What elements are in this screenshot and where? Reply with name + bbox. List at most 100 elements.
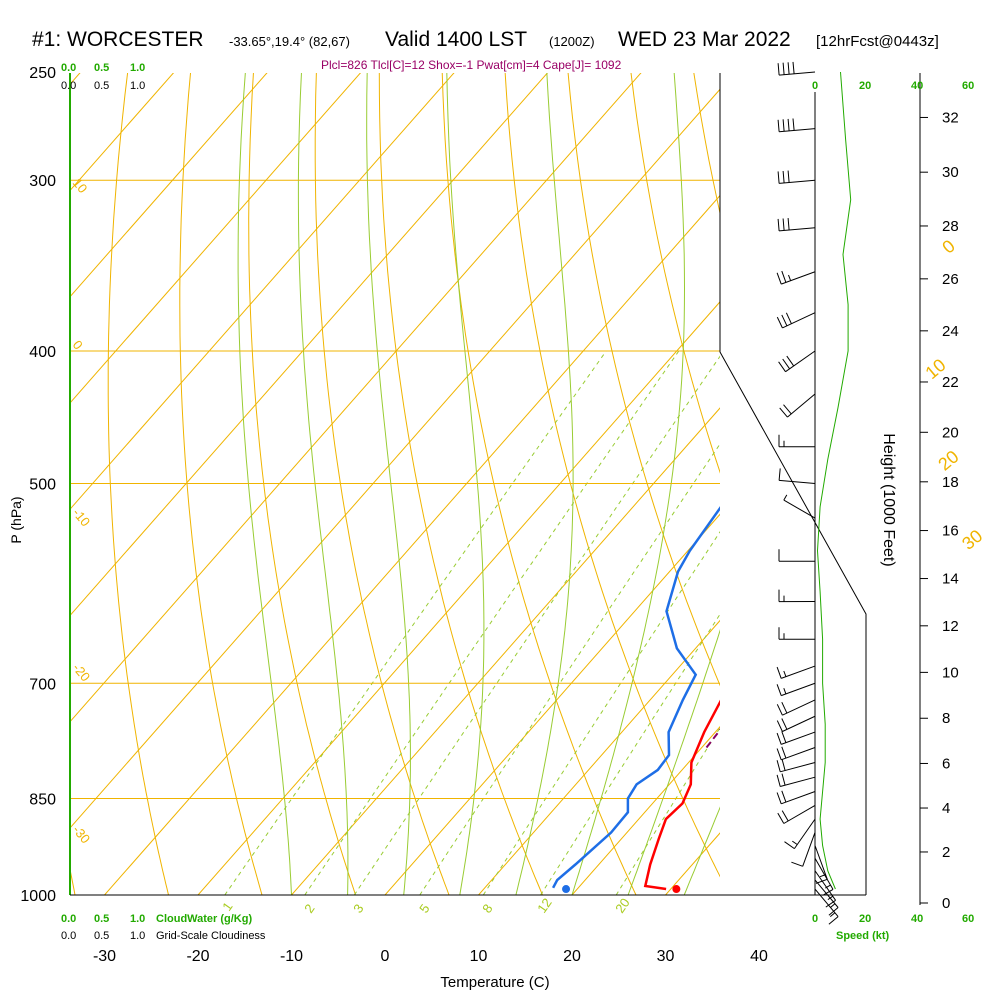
dry-adiabat-line	[567, 73, 720, 687]
wind-barb-half-flag	[829, 903, 836, 908]
cloud-scale-gs-1: 0.5	[94, 80, 109, 92]
temperature-tick-label: -20	[186, 948, 209, 965]
wind-barb	[781, 731, 816, 745]
wind-barb-flag	[785, 312, 792, 324]
mixing-ratio-label: 8	[479, 901, 495, 916]
moist-adiabat-line	[366, 73, 411, 896]
wind-barb	[814, 879, 839, 908]
cloud-scale-gs-0: 0.0	[61, 80, 76, 92]
moist-adiabat-line	[515, 73, 574, 896]
dry-adiabat-line	[441, 73, 637, 896]
height-tick-label: 14	[942, 571, 959, 588]
height-tick-label: 22	[942, 374, 959, 391]
height-tick-label: 26	[942, 271, 959, 288]
height-axis-title: Height (1000 Feet)	[880, 433, 897, 566]
moist-adiabat-line	[571, 73, 686, 896]
isotherm-line	[478, 619, 720, 896]
wind-barb	[780, 776, 816, 787]
height-tick-label: 28	[942, 218, 959, 235]
wind-barb-flag	[776, 720, 783, 732]
wind-barb-flag	[776, 792, 782, 804]
height-tick-label: 0	[942, 895, 950, 912]
stability-indices: Plcl=826 Tlcl[C]=12 Shox=-1 Pwat[cm]=4 C…	[321, 58, 622, 72]
wind-barb-flag	[776, 732, 782, 745]
dry-adiabat-line	[248, 73, 356, 896]
cloud-scale-cw-bottom-2: 1.0	[130, 913, 145, 925]
speed-axis-title: Speed (kt)	[836, 930, 890, 942]
wind-scale-top-1: 20	[859, 80, 871, 92]
wind-barb	[782, 699, 816, 716]
wind-barb-flag	[783, 404, 792, 415]
wind-barb-flag	[825, 899, 836, 908]
dry-adiabat-line	[0, 72, 2, 895]
wind-barb-flag	[779, 407, 788, 418]
wind-barb-half-flag	[788, 274, 792, 281]
wind-scale-bottom-1: 20	[859, 913, 871, 925]
dry-adiabat-label: 0	[70, 337, 86, 352]
dry-adiabat-line	[107, 73, 169, 896]
wind-barb-flag	[781, 773, 786, 786]
temperature-tick-label: -10	[280, 948, 303, 965]
wind-barb-flag	[781, 731, 787, 743]
wind-barb-half-flag	[829, 912, 836, 917]
pressure-tick-label: 300	[29, 173, 56, 190]
temperature-trace	[643, 699, 720, 891]
height-tick-label: 24	[942, 323, 959, 340]
wind-barb-flag	[791, 861, 803, 867]
wind-barb	[779, 71, 816, 76]
wind-scale-top-0: 0	[812, 80, 818, 92]
pressure-tick-label: 850	[29, 792, 56, 809]
wind-barb-flag	[787, 118, 790, 131]
pressure-tick-label: 700	[29, 676, 56, 693]
isotherm-label: 0	[938, 236, 959, 258]
wind-barb-flag	[781, 746, 787, 759]
wind-barb	[787, 393, 816, 418]
wind-barb-flag	[792, 118, 795, 131]
wind-barb	[780, 762, 816, 773]
mixing-ratio-label: 1	[219, 899, 235, 914]
wind-barb	[781, 747, 816, 761]
isotherm-line	[759, 72, 1000, 895]
dry-adiabat-line	[820, 72, 1000, 895]
dry-adiabat-line	[504, 73, 720, 878]
wind-barb-flag	[781, 701, 788, 714]
wind-barb-flag	[777, 119, 780, 132]
moist-adiabat-line	[740, 72, 1000, 895]
wind-speed-trace	[816, 71, 852, 890]
wind-barb-flag	[778, 361, 786, 372]
forecast-run: [12hrFcst@0443z]	[816, 33, 939, 50]
height-tick-label: 8	[942, 710, 950, 727]
wind-barb-flag	[777, 171, 780, 184]
wind-scale-top-2: 40	[911, 80, 923, 92]
wind-barb	[781, 271, 816, 285]
x-axis-title: Temperature (C)	[440, 974, 549, 991]
cloud-scale-gs-bottom-2: 1.0	[130, 930, 145, 942]
wind-barb-flag	[776, 760, 781, 772]
temperature-tick-label: 30	[657, 948, 675, 965]
height-tick-label: 20	[942, 424, 959, 441]
wind-barb-flag	[777, 63, 780, 76]
wind-barb	[783, 805, 816, 824]
wind-barb-flag	[778, 468, 781, 481]
mixing-ratio-label: 5	[416, 901, 432, 916]
mixing-ratio-line	[304, 350, 680, 896]
dry-adiabat-label: -20	[70, 660, 94, 684]
plot-boundary	[719, 73, 867, 895]
wind-barb-flag	[782, 62, 785, 75]
wind-scale-bottom-2: 40	[911, 913, 923, 925]
wind-barb	[814, 870, 837, 901]
wind-barb-half-flag	[783, 688, 787, 695]
wind-barb-flag	[776, 666, 782, 679]
dewpoint-trace	[551, 506, 720, 889]
wind-barb-flag	[787, 218, 790, 231]
temperature-tick-label: 20	[563, 948, 581, 965]
cloud-scale-gs-2: 1.0	[130, 80, 145, 92]
dry-adiabat-line	[630, 73, 720, 474]
mixing-ratio-label: 20	[612, 895, 633, 915]
moist-adiabat-line	[237, 73, 292, 896]
height-tick-label: 32	[942, 109, 959, 126]
station-coords: -33.65°,19.4° (82,67)	[229, 34, 350, 49]
wind-barb-flag	[782, 358, 791, 370]
wind-barb	[781, 682, 816, 697]
wind-barb-flag	[787, 62, 790, 75]
